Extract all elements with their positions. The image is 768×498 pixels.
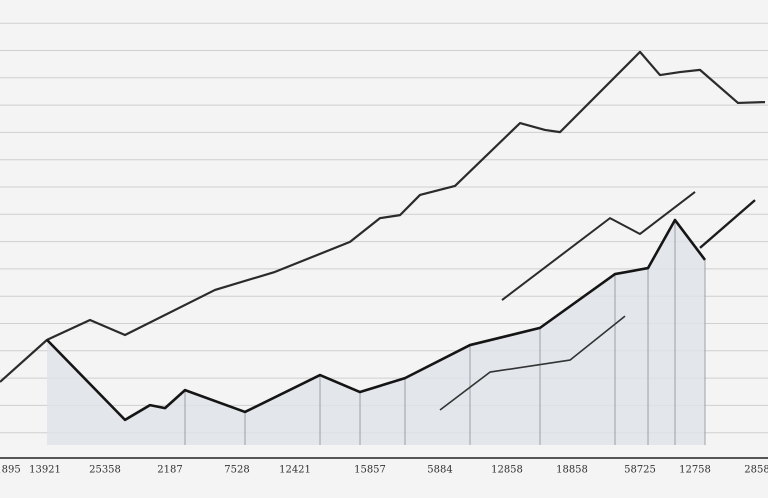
x-tick-label: 5884 xyxy=(427,465,452,476)
line-series xyxy=(699,199,756,249)
x-tick-label: 12421 xyxy=(279,465,311,476)
line-series xyxy=(439,315,626,411)
line-series xyxy=(501,191,696,301)
x-tick-label: 58725 xyxy=(624,465,656,476)
x-tick-label: 15857 xyxy=(354,465,386,476)
x-tick-label: 12858 xyxy=(491,465,523,476)
x-tick-label: 12758 xyxy=(679,465,711,476)
area xyxy=(47,220,705,445)
line-series xyxy=(46,218,707,422)
x-tick-label: 2858 xyxy=(744,465,768,476)
line-series xyxy=(0,50,766,383)
x-tick-label: 25358 xyxy=(89,465,121,476)
x-tick-label: 7528 xyxy=(224,465,249,476)
x-tick-label: 18858 xyxy=(556,465,588,476)
x-tick-label: 13921 xyxy=(29,465,61,476)
x-tick-label: 2187 xyxy=(157,465,182,476)
x-tick-label: 1895 xyxy=(0,465,21,476)
